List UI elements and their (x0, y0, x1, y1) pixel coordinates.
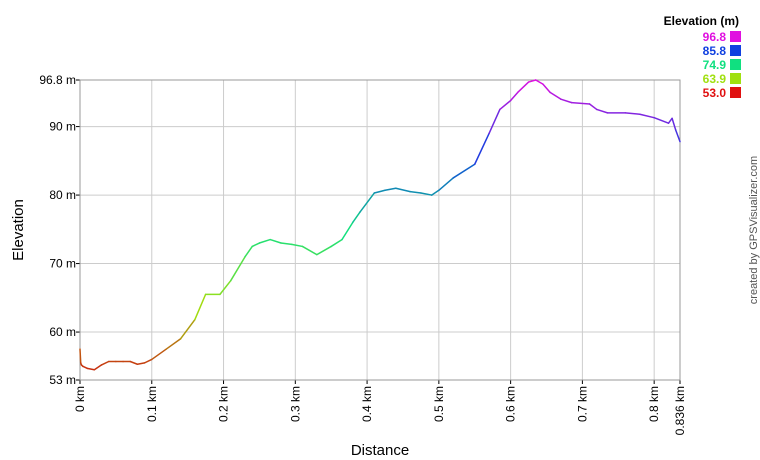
x-tick-label: 0.2 km (217, 386, 231, 422)
profile-segment (359, 192, 376, 213)
y-axis-title: Elevation (10, 199, 27, 261)
profile-segment (251, 242, 261, 248)
legend: Elevation (m) 96.885.874.963.953.0 (664, 14, 741, 100)
profile-segment (290, 243, 304, 248)
profile-segment (129, 360, 139, 365)
profile-segment (653, 116, 670, 124)
profile-segment (93, 364, 103, 371)
y-tick-label: 53 m (49, 373, 76, 387)
x-tick-label: 0 km (73, 386, 87, 412)
x-tick-label: 0.6 km (504, 386, 518, 422)
x-tick-label: 0.4 km (360, 386, 374, 422)
y-tick-label: 70 m (49, 257, 76, 271)
x-axis-title: Distance (351, 442, 409, 459)
y-tick-label: 96.8 m (39, 73, 76, 87)
profile-segment (165, 338, 182, 350)
profile-segment (179, 318, 196, 340)
profile-segment (671, 117, 677, 131)
profile-segment (517, 81, 530, 94)
profile-segment (560, 98, 573, 104)
profile-segment (473, 132, 490, 165)
elevation-profile-line (79, 79, 681, 371)
profile-segment (395, 187, 411, 193)
credit-text: created by GPSVisualizer.com (748, 156, 760, 304)
plot-frame (79, 79, 681, 381)
profile-segment (351, 211, 361, 224)
legend-title: Elevation (m) (664, 14, 739, 28)
legend-value: 85.8 (703, 44, 727, 58)
x-tick-label: 0.7 km (575, 386, 589, 422)
profile-segment (409, 190, 422, 194)
profile-segment (549, 91, 562, 100)
legend-swatch (730, 45, 741, 56)
profile-segment (542, 83, 551, 94)
profile-segment (438, 177, 454, 192)
profile-segment (82, 365, 88, 370)
profile-segment (420, 192, 433, 196)
x-tick-label: 0.1 km (145, 386, 159, 422)
profile-segment (488, 108, 501, 135)
profile-segment (151, 348, 167, 361)
profile-segment (143, 358, 153, 364)
profile-segment (136, 362, 146, 365)
profile-segment (624, 112, 641, 115)
legend-value: 74.9 (703, 58, 727, 72)
profile-segment (330, 238, 343, 248)
x-tick-label: 0.5 km (432, 386, 446, 422)
profile-segment (499, 99, 512, 111)
x-tick-label: 0.3 km (288, 386, 302, 422)
legend-value: 63.9 (703, 72, 727, 86)
profile-segment (430, 189, 440, 196)
profile-segment (674, 129, 681, 143)
profile-segment (341, 221, 354, 241)
profile-segment (269, 238, 282, 244)
profile-segment (595, 108, 609, 114)
profile-segment (219, 279, 232, 296)
profile-segment (258, 238, 271, 244)
y-tick-label: 80 m (49, 188, 76, 202)
x-tick-label: 0.836 km (673, 386, 687, 435)
y-gridlines (76, 79, 680, 381)
profile-segment (79, 348, 82, 364)
profile-segment (452, 163, 476, 179)
profile-segment (667, 117, 673, 124)
profile-segment (570, 101, 591, 105)
profile-segment (373, 189, 386, 194)
profile-segment (280, 242, 293, 246)
profile-segment (527, 79, 537, 83)
profile-segment (639, 113, 655, 119)
x-tick-label: 0.8 km (647, 386, 661, 422)
y-tick-labels: 53 m 60 m 70 m 80 m 90 m 96.8 m (39, 73, 76, 387)
profile-segment (194, 293, 207, 321)
profile-segment (244, 245, 253, 258)
profile-segment (316, 245, 332, 256)
profile-segment (384, 187, 397, 192)
y-tick-label: 60 m (49, 325, 76, 339)
legend-swatch (730, 87, 741, 98)
legend-swatch (730, 59, 741, 70)
profile-segment (301, 245, 318, 256)
legend-value: 96.8 (703, 30, 727, 44)
profile-segment (229, 255, 246, 282)
profile-segment (588, 103, 598, 111)
y-tick-label: 90 m (49, 120, 76, 134)
profile-segment (509, 91, 519, 102)
profile-segment (86, 367, 96, 371)
profile-segment (534, 79, 544, 85)
legend-swatch (730, 73, 741, 84)
legend-value: 53.0 (703, 86, 727, 100)
legend-swatch (730, 31, 741, 42)
profile-segment (100, 360, 110, 366)
x-gridlines (79, 80, 681, 384)
x-tick-labels: 0 km 0.1 km 0.2 km 0.3 km 0.4 km 0.5 km 0.6 km… (73, 386, 687, 435)
